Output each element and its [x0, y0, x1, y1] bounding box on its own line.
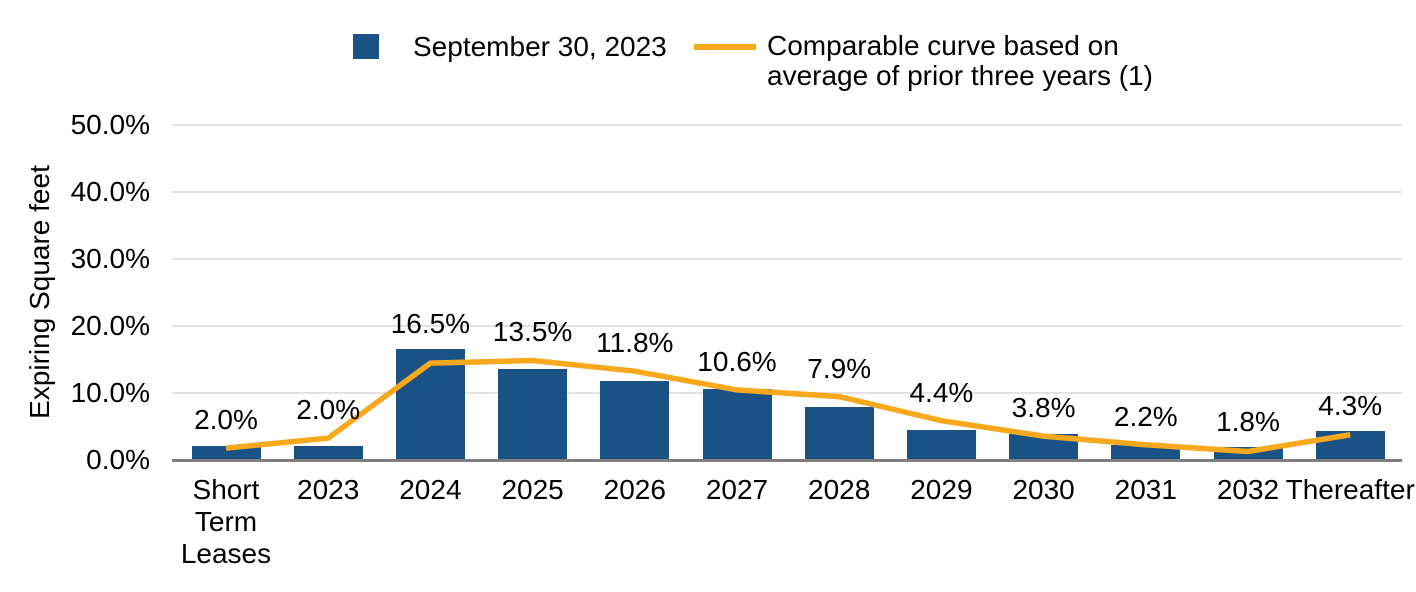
- bar: [498, 369, 568, 460]
- x-category-label: 2025: [463, 474, 603, 506]
- bar: [804, 406, 874, 460]
- x-category-label-line: 2024: [399, 474, 462, 505]
- y-tick-label: 50.0%: [70, 109, 150, 140]
- x-category-label-line: Leases: [180, 538, 272, 569]
- bar: [906, 430, 976, 460]
- bar: [191, 446, 261, 460]
- x-category-label-line: 2028: [808, 474, 871, 505]
- x-category-label: 2024: [360, 474, 500, 506]
- x-category-label: 2026: [565, 474, 705, 506]
- bar-data-label: 3.8%: [1011, 392, 1076, 424]
- gridline: [172, 190, 1402, 193]
- gridline: [172, 257, 1402, 260]
- y-tick-label: 20.0%: [70, 309, 150, 341]
- x-category-label-line: 2023: [297, 474, 360, 505]
- bar-data-label: 2.0%: [194, 404, 258, 436]
- bar-data-label: 11.8%: [596, 327, 674, 359]
- bar: [600, 380, 670, 460]
- y-tick-label: 10.0%: [70, 376, 150, 408]
- x-category-label-line: Short: [192, 474, 260, 505]
- x-category-label: 2028: [769, 474, 909, 506]
- x-category-label: 2023: [258, 474, 398, 506]
- x-axis-line: [172, 458, 1402, 462]
- bar-data-label: 16.5%: [390, 308, 471, 340]
- bar-data-label: 13.5%: [492, 316, 573, 348]
- bar: [293, 446, 363, 460]
- bar-data-label: 1.8%: [1216, 406, 1280, 438]
- x-category-label: 2027: [667, 474, 807, 506]
- bar: [395, 349, 465, 460]
- bar: [702, 388, 772, 460]
- x-category-label: 2031: [1076, 474, 1216, 506]
- x-category-label-line: 2032: [1216, 474, 1280, 505]
- legend-line-swatch: [694, 44, 756, 50]
- legend-line-label: Comparable curve based on average of pri…: [767, 30, 1153, 91]
- bar-data-label: 7.9%: [807, 352, 872, 384]
- gridline: [172, 124, 1402, 126]
- x-category-label: 2029: [871, 474, 1011, 506]
- bar-data-label: 4.4%: [909, 376, 974, 408]
- x-category-label-line: 2030: [1012, 474, 1075, 505]
- x-category-label: Thereafter: [1280, 474, 1416, 506]
- bar-data-label: 4.3%: [1318, 389, 1383, 421]
- y-tick-label: 40.0%: [70, 175, 150, 207]
- x-category-label-line: 2029: [910, 474, 973, 505]
- x-category-label: Short Term Leases: [156, 474, 296, 570]
- x-category-label-line: 2031: [1114, 474, 1177, 505]
- x-category-label: 2032: [1178, 474, 1318, 506]
- bar-data-label: 2.2%: [1113, 400, 1178, 432]
- y-tick-label: 30.0%: [70, 242, 150, 274]
- x-category-label-line: Thereafter: [1285, 474, 1415, 505]
- bar: [1315, 430, 1385, 460]
- bar-data-label: 10.6%: [697, 345, 777, 377]
- legend-bar-label: September 30, 2023: [413, 31, 667, 62]
- x-category-label-line: 2025: [501, 474, 564, 505]
- bar-data-label: 2.0%: [296, 394, 361, 426]
- bar: [1213, 447, 1283, 460]
- gridline: [172, 324, 1402, 327]
- y-tick-label: 0.0%: [86, 443, 150, 475]
- x-category-label-line: 2026: [603, 474, 666, 505]
- x-category-label-line: 2027: [705, 474, 769, 505]
- bar: [1111, 444, 1181, 460]
- legend-bar-swatch: [353, 34, 379, 59]
- bar: [1009, 434, 1079, 460]
- x-category-label-line: Term: [194, 506, 258, 537]
- x-category-label: 2030: [974, 474, 1114, 506]
